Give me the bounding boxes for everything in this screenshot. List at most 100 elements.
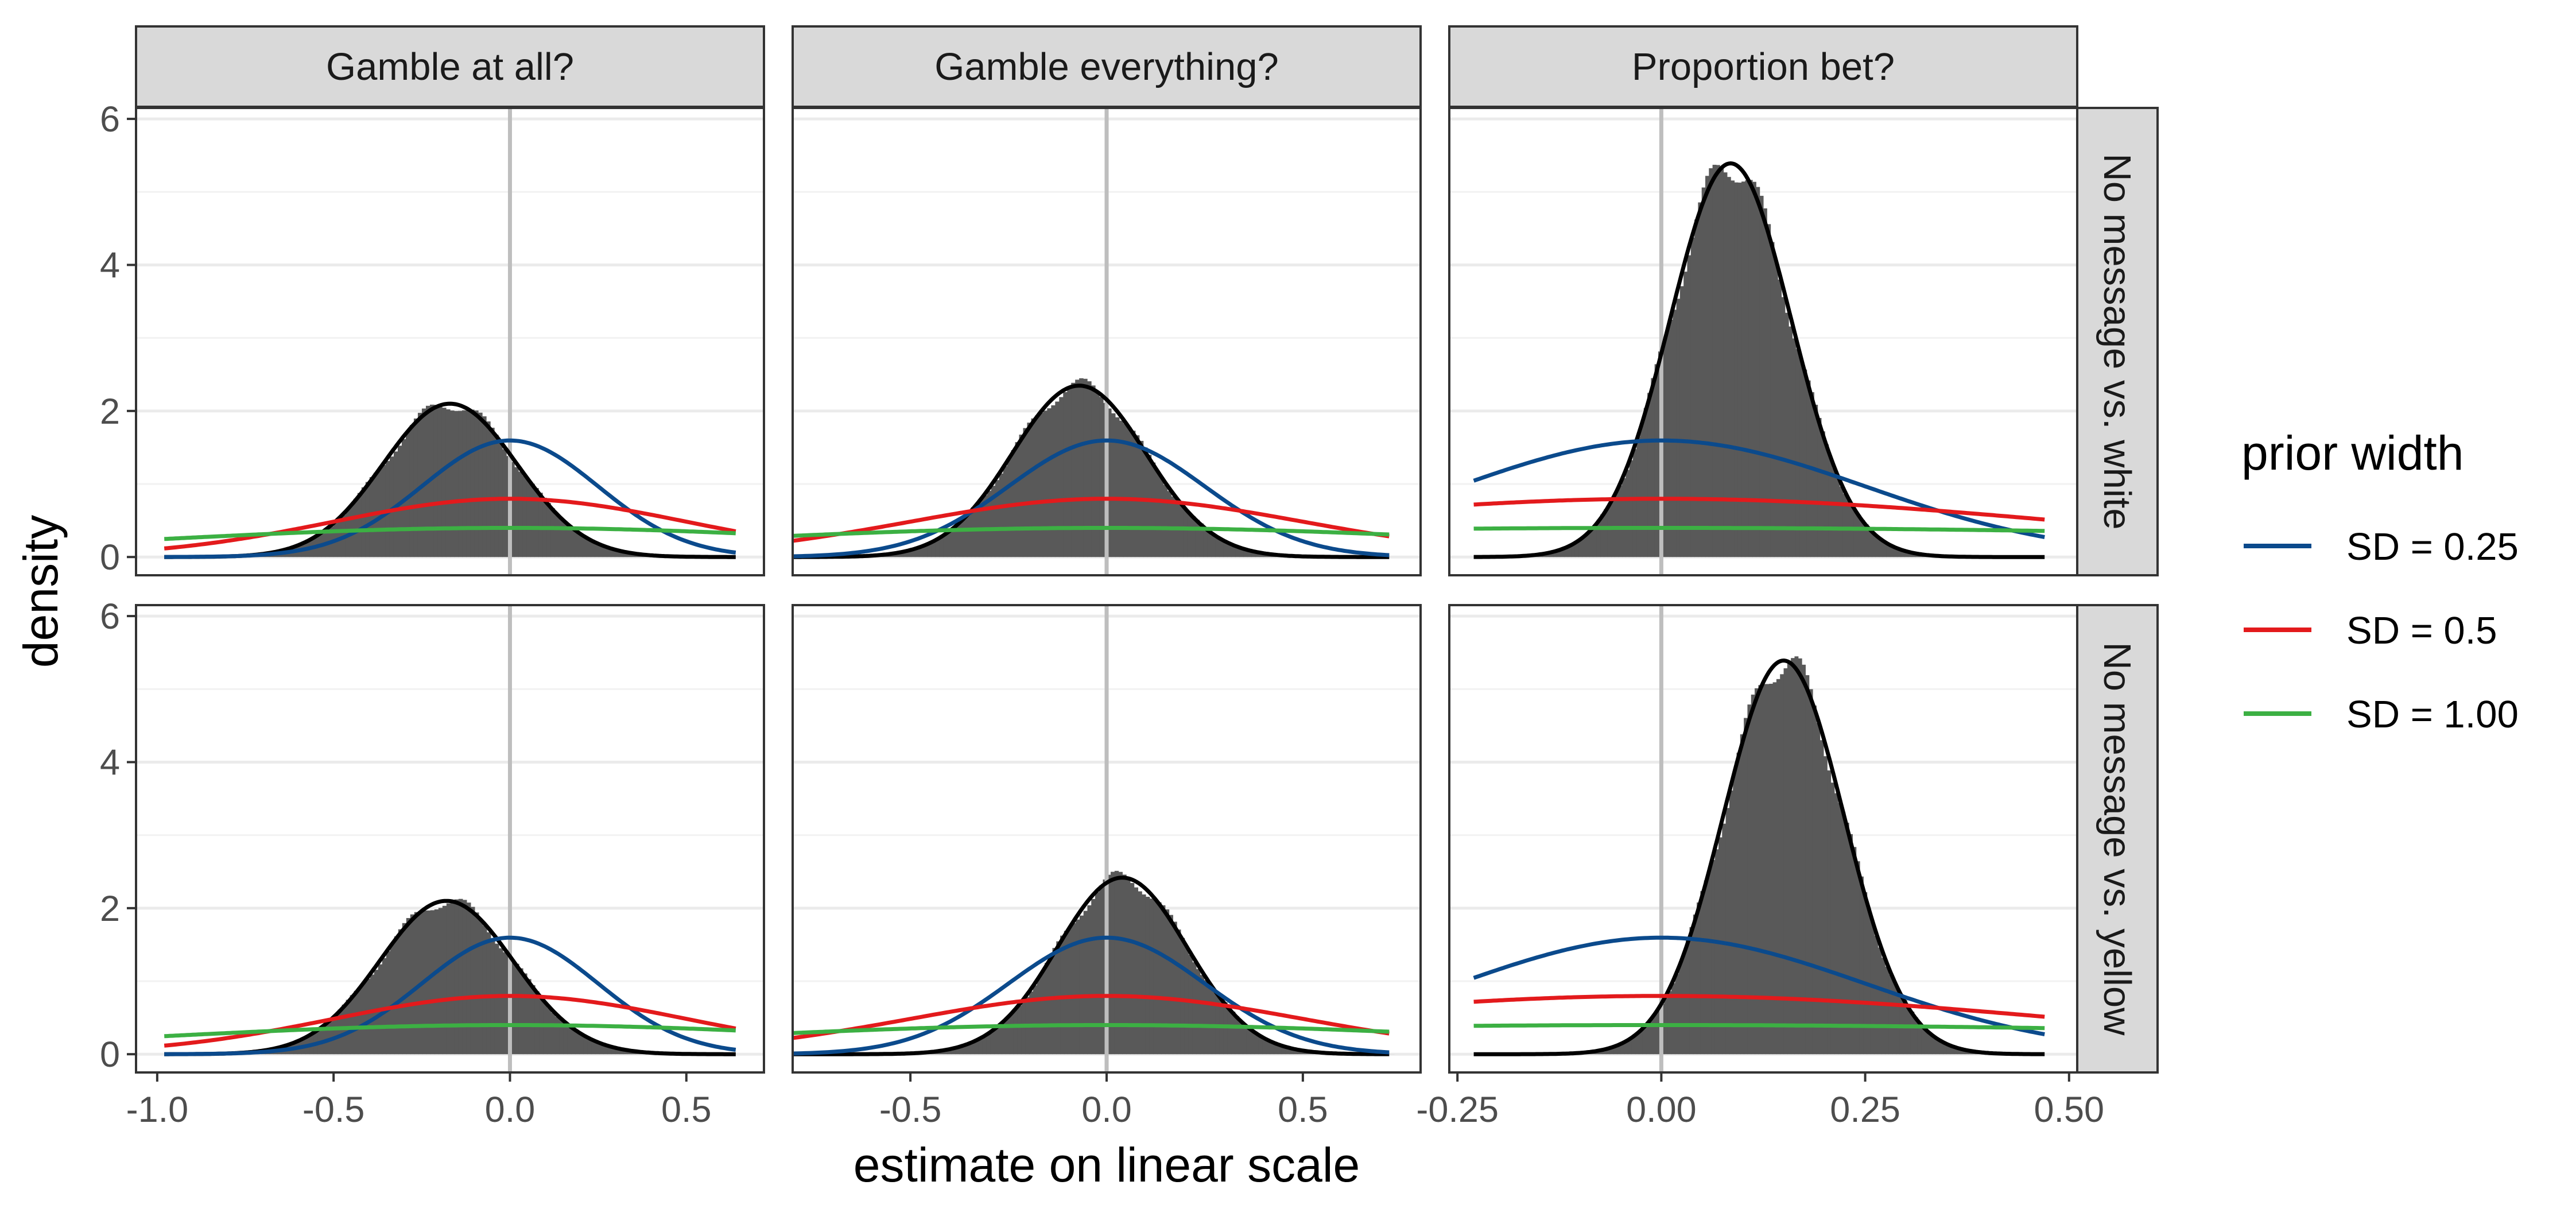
histogram-bar — [1673, 309, 1677, 557]
x-tick-label: 0.25 — [1830, 1090, 1900, 1130]
histogram-bar — [1867, 907, 1871, 1055]
histogram-bar — [1006, 1016, 1010, 1055]
histogram-bar — [1231, 545, 1236, 557]
histogram-bar — [1894, 548, 1898, 557]
histogram-bar — [526, 979, 532, 1055]
histogram-bar — [1823, 756, 1828, 1055]
histogram-bar — [358, 986, 363, 1055]
histogram-bar — [1243, 1025, 1247, 1055]
histogram-bar — [951, 1048, 956, 1055]
histogram-bar — [1946, 1044, 1951, 1055]
histogram-bar — [575, 532, 579, 557]
histogram-bar — [362, 982, 367, 1055]
histogram-bar — [1111, 413, 1116, 557]
histogram-bar — [1075, 379, 1080, 557]
histogram-bar — [927, 544, 932, 557]
histogram-bar — [1208, 985, 1212, 1055]
histogram-bar — [1618, 485, 1623, 557]
histogram-bar — [450, 410, 455, 557]
histogram-bar — [1258, 1036, 1263, 1055]
histogram-bar — [1604, 509, 1608, 557]
histogram-bar — [1067, 387, 1072, 557]
histogram-bar — [1767, 224, 1771, 557]
histogram-bar — [1647, 393, 1651, 557]
histogram-bar — [1600, 514, 1604, 557]
prior-line-sd-1-00 — [792, 526, 1390, 538]
histogram-bar — [1770, 242, 1775, 557]
histogram-bar — [575, 1031, 580, 1055]
histogram-bar — [1631, 1036, 1636, 1055]
strip-label-row-2: No message vs. yellow — [2096, 642, 2139, 1036]
histogram-bar — [1751, 694, 1755, 1055]
histogram-bar — [986, 1033, 991, 1055]
histogram-bar — [1039, 413, 1043, 557]
histogram-bar — [595, 1041, 600, 1055]
histogram-bar — [369, 477, 374, 557]
histogram-bar — [1720, 168, 1724, 557]
histogram-bar — [1748, 180, 1753, 557]
histogram-bar — [1223, 541, 1228, 557]
histogram-bar — [1159, 478, 1164, 557]
histogram-bar — [1733, 772, 1737, 1055]
histogram-bar — [1897, 549, 1902, 557]
y-axis-title: density — [14, 515, 68, 668]
histogram-bar — [1596, 520, 1601, 557]
histogram-bar — [1007, 458, 1012, 557]
histogram-bar — [1593, 524, 1597, 557]
histogram-bar — [943, 535, 948, 557]
histogram-bar — [1589, 529, 1594, 557]
histogram-bar — [1932, 1037, 1937, 1055]
x-tick-label: 0.50 — [2034, 1090, 2104, 1130]
histogram-bar — [1908, 552, 1912, 557]
histogram-bar — [1879, 539, 1883, 557]
histogram-bar — [530, 483, 535, 557]
histogram-bar — [1665, 330, 1670, 557]
histogram-bar — [534, 991, 540, 1055]
histogram-bar — [389, 456, 394, 557]
histogram-bar — [1646, 1021, 1650, 1055]
prior-line-sd-1-00 — [792, 1023, 1390, 1035]
histogram-bar — [1845, 822, 1849, 1055]
histogram-bar — [971, 507, 976, 557]
histogram-bar — [987, 490, 992, 557]
histogram-bar — [1643, 408, 1648, 557]
histogram-bar — [1037, 978, 1041, 1055]
histogram-bar — [1145, 897, 1150, 1055]
histogram-bar — [1667, 991, 1672, 1055]
histogram-bar — [1114, 870, 1119, 1055]
histogram-bar — [1560, 549, 1565, 557]
histogram-bar — [1783, 668, 1788, 1055]
histogram-bar — [627, 552, 631, 557]
histogram-bar — [398, 929, 403, 1055]
histogram-bar — [522, 973, 527, 1055]
histogram-bar — [1671, 983, 1675, 1055]
strip-label-col-3: Proportion bet? — [1632, 45, 1895, 88]
histogram-bar — [1718, 837, 1722, 1055]
histogram-bar — [353, 498, 358, 557]
histogram-bar — [1900, 550, 1905, 557]
histogram-bar — [1021, 1001, 1026, 1055]
histogram-bar — [1756, 187, 1760, 557]
histogram-bar — [1254, 1034, 1259, 1055]
histogram-bar — [478, 412, 483, 557]
histogram-bar — [1925, 1031, 1929, 1055]
histogram-bar — [599, 544, 603, 557]
histogram-bar — [1293, 1049, 1298, 1055]
histogram-bar — [1585, 533, 1590, 557]
histogram-bar — [409, 425, 414, 557]
histogram-bar — [1810, 392, 1814, 557]
histogram-bar — [1896, 987, 1900, 1055]
histogram-bar — [1059, 397, 1064, 557]
legend: prior width SD = 0.25 SD = 0.5 SD = 1.00 — [2241, 426, 2519, 736]
histogram-bar — [365, 482, 370, 557]
histogram-bar — [1041, 971, 1045, 1055]
histogram-bar — [534, 488, 539, 557]
histogram-bar — [1235, 1016, 1240, 1055]
histogram-bar — [370, 974, 375, 1055]
histogram-bar — [1187, 513, 1192, 557]
histogram-bar — [1211, 533, 1216, 557]
histogram-bar — [1262, 1039, 1267, 1055]
histogram-bar — [562, 522, 567, 557]
histogram-bar — [1868, 528, 1872, 557]
histogram-bar — [1274, 1043, 1278, 1055]
